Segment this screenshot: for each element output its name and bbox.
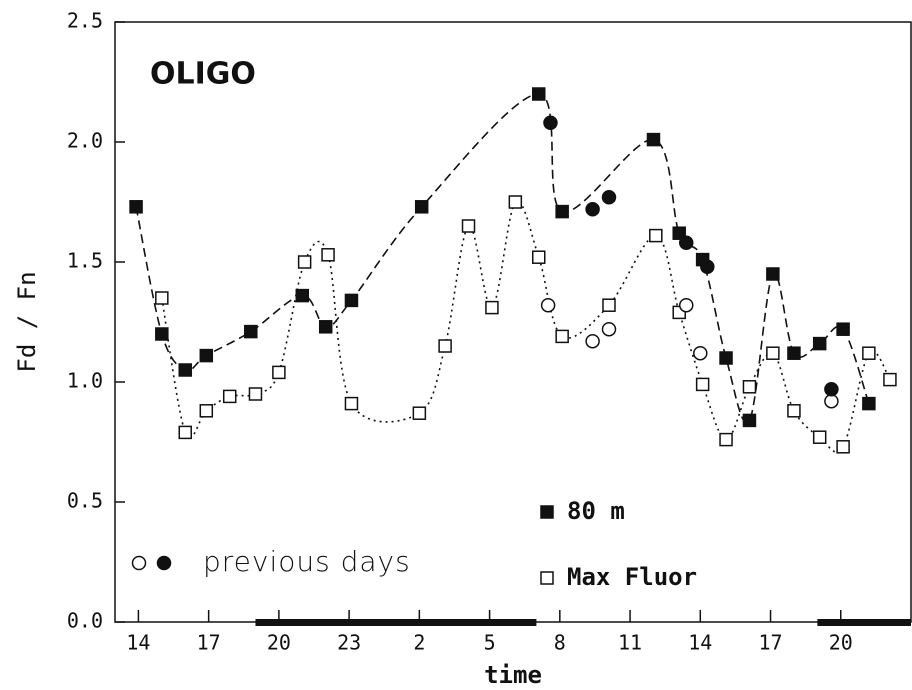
marker xyxy=(156,555,172,571)
marker xyxy=(129,200,143,214)
marker xyxy=(555,329,569,344)
marker xyxy=(555,204,569,219)
marker xyxy=(719,351,733,365)
marker xyxy=(787,346,801,360)
marker xyxy=(344,396,359,411)
marker xyxy=(178,425,192,440)
x-tick-label: 23 xyxy=(337,631,361,655)
x-tick-label: 14 xyxy=(688,631,712,655)
marker xyxy=(646,132,661,147)
marker xyxy=(787,404,801,418)
marker xyxy=(719,432,733,447)
x-tick-label: 17 xyxy=(197,631,221,655)
marker xyxy=(766,267,780,281)
marker xyxy=(131,555,147,571)
marker xyxy=(824,381,839,397)
plot-frame xyxy=(114,21,912,623)
y-tick-label: 2.0 xyxy=(67,129,103,153)
legend-label: Max Fluor xyxy=(567,563,697,591)
marker xyxy=(700,259,715,275)
marker xyxy=(155,327,169,341)
marker xyxy=(602,298,616,312)
legend-label: previous days xyxy=(203,545,411,578)
marker xyxy=(540,297,556,313)
y-tick-label: 1.5 xyxy=(67,249,103,273)
marker xyxy=(585,201,600,217)
marker xyxy=(532,87,546,101)
marker xyxy=(485,300,499,315)
legend-item: previous days xyxy=(131,545,411,578)
marker xyxy=(695,377,710,392)
night-bar xyxy=(817,619,911,626)
marker xyxy=(318,320,333,334)
marker xyxy=(297,255,312,269)
marker xyxy=(678,235,694,251)
marker xyxy=(461,219,476,233)
y-tick-label: 1.0 xyxy=(67,369,103,393)
chart-title: OLIGO xyxy=(150,57,256,92)
marker xyxy=(585,333,600,349)
series-line xyxy=(161,200,891,453)
night-bar xyxy=(255,619,537,626)
marker xyxy=(532,250,546,264)
legend-label: 80 m xyxy=(567,497,625,525)
marker xyxy=(244,324,258,339)
marker xyxy=(438,339,452,353)
marker xyxy=(295,288,310,303)
marker xyxy=(601,189,617,205)
marker xyxy=(824,393,839,409)
marker xyxy=(836,440,850,454)
marker xyxy=(543,115,558,131)
marker xyxy=(693,345,708,361)
marker xyxy=(812,430,827,444)
marker xyxy=(199,404,214,418)
marker xyxy=(812,336,827,351)
marker xyxy=(178,363,192,377)
x-tick-label: 14 xyxy=(126,631,150,655)
marker xyxy=(248,387,263,401)
marker xyxy=(649,228,663,243)
marker xyxy=(540,505,554,519)
marker xyxy=(272,365,286,380)
marker xyxy=(862,396,876,411)
x-tick-label: 20 xyxy=(829,631,853,655)
marker xyxy=(672,226,686,240)
x-tick-label: 20 xyxy=(267,631,291,655)
series-line xyxy=(135,93,870,424)
marker xyxy=(742,380,757,394)
legend-item: Max Fluor xyxy=(540,563,697,591)
marker xyxy=(508,195,523,209)
y-tick-label: 0.5 xyxy=(67,489,103,513)
x-tick-label: 5 xyxy=(484,631,496,655)
marker xyxy=(883,372,897,387)
y-axis-label: Fd / Fn xyxy=(13,271,41,372)
marker xyxy=(742,413,757,428)
marker xyxy=(678,297,694,313)
marker xyxy=(601,321,617,337)
marker xyxy=(321,248,335,262)
x-tick-label: 8 xyxy=(554,631,566,655)
y-tick-label: 2.5 xyxy=(67,9,103,33)
marker xyxy=(199,348,214,363)
x-tick-label: 2 xyxy=(413,631,425,655)
x-tick-label: 11 xyxy=(618,631,642,655)
marker xyxy=(155,291,169,305)
y-tick-label: 0.0 xyxy=(67,609,103,633)
x-axis-label: time xyxy=(484,661,542,689)
marker xyxy=(862,346,876,360)
marker xyxy=(540,571,554,585)
legend-item: 80 m xyxy=(540,497,625,525)
marker xyxy=(344,293,359,308)
marker xyxy=(414,200,429,214)
marker xyxy=(222,389,237,404)
marker xyxy=(766,346,780,360)
marker xyxy=(836,322,850,336)
x-tick-label: 17 xyxy=(758,631,782,655)
marker xyxy=(412,406,427,420)
